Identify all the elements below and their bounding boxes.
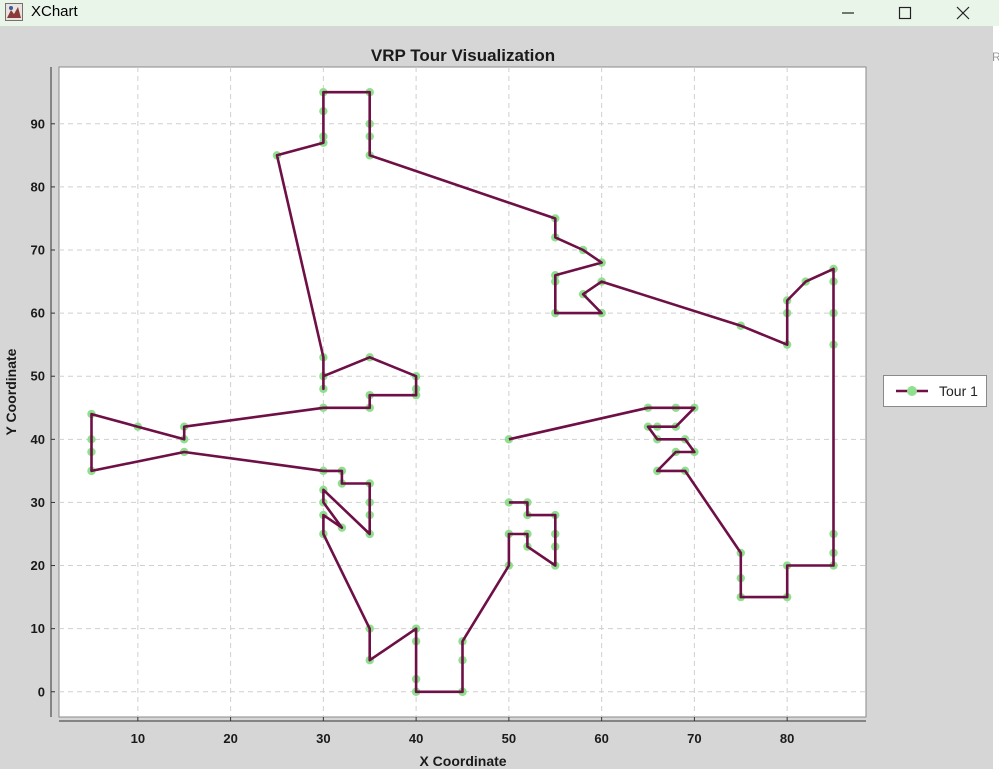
- axes: [50, 67, 866, 722]
- window-right-edge: [993, 26, 999, 769]
- y-tick-label: 20: [31, 558, 45, 573]
- x-axis-label: X Coordinate: [419, 753, 506, 769]
- y-tick-label: 40: [31, 432, 45, 447]
- window-title: XChart: [31, 3, 78, 20]
- x-tick-label: 60: [594, 731, 608, 746]
- x-tick-label: 50: [502, 731, 516, 746]
- minimize-icon: [842, 12, 854, 14]
- y-tick-label: 30: [31, 495, 45, 510]
- data-point: [504, 435, 514, 444]
- y-axis-label: Y Coordinate: [3, 348, 19, 435]
- series-line-tour-1: [90, 90, 835, 694]
- x-tick-label: 30: [316, 731, 330, 746]
- y-tick-label: 80: [31, 179, 45, 194]
- window-titlebar: XChart: [0, 0, 999, 27]
- y-tick-label: 90: [31, 116, 45, 131]
- legend-swatch-tour-1: [896, 386, 928, 396]
- close-button[interactable]: [940, 0, 986, 26]
- y-tick-label: 60: [31, 306, 45, 321]
- chart-title: VRP Tour Visualization: [371, 46, 555, 65]
- y-tick-label: 50: [31, 369, 45, 384]
- plot-area: [58, 66, 867, 718]
- y-tick-label: 0: [38, 684, 45, 699]
- x-tick-label: 20: [223, 731, 237, 746]
- y-tick-label: 10: [31, 621, 45, 636]
- y-tick-label: 70: [31, 243, 45, 258]
- x-tick-label: 40: [409, 731, 423, 746]
- xchart-app-icon: [5, 3, 23, 21]
- data-point: [504, 498, 514, 507]
- x-tick-label: 70: [687, 731, 701, 746]
- legend-label-tour-1: Tour 1: [939, 383, 978, 399]
- x-tick-label: 80: [780, 731, 794, 746]
- maximize-button[interactable]: [882, 0, 928, 26]
- close-icon: [956, 6, 970, 20]
- tick-labels: 10 20 30 40 50 60 70 80 0 10 20 30 40 50 60 70 80 90: [31, 116, 795, 746]
- edge-letter: R: [992, 50, 999, 64]
- series-tour-1: [87, 88, 838, 696]
- maximize-icon: [898, 6, 912, 20]
- legend: Tour 1: [883, 375, 987, 407]
- minimize-button[interactable]: [825, 0, 871, 26]
- x-tick-label: 10: [131, 731, 145, 746]
